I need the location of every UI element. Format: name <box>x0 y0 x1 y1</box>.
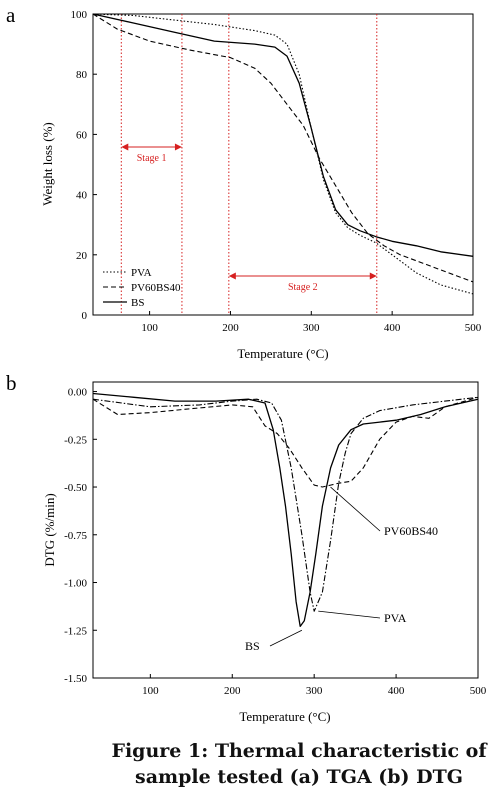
tga-series-lines <box>92 13 474 295</box>
arrowhead-left-icon <box>228 272 236 280</box>
stage-label-stage-1: Stage 1 <box>137 153 167 164</box>
callout-leader-line <box>330 486 381 532</box>
callout-label-bs: BS <box>245 639 260 653</box>
x-tick-label: 400 <box>388 685 405 697</box>
x-tick-label: 300 <box>303 322 320 334</box>
y-tick-label: 100 <box>71 9 88 21</box>
x-tick-label: 200 <box>222 322 239 334</box>
y-tick-label: -1.50 <box>64 673 87 685</box>
x-tick-label: 500 <box>465 322 482 334</box>
figure-caption-line-1: Figure 1: Thermal characteristic of <box>111 740 487 762</box>
series-line-bs <box>92 13 474 257</box>
dtg-x-axis-label: Temperature (°C) <box>239 709 330 724</box>
callout-label-pv60bs40: PV60BS40 <box>384 524 438 538</box>
figure-caption-line-2: sample tested (a) TGA (b) DTG <box>135 766 463 788</box>
dtg-plot-frame <box>92 381 479 679</box>
y-tick-label: -1.25 <box>64 625 87 637</box>
panel-label-b: b <box>6 371 17 395</box>
panel-label-a: a <box>6 3 16 27</box>
tga-stage-markers: Stage 1 Stage 2 <box>120 14 378 315</box>
x-tick-label: 100 <box>141 322 158 334</box>
arrowhead-right-icon <box>369 272 377 280</box>
series-line-pv60bs40 <box>92 13 474 283</box>
legend-label-bs: BS <box>131 297 144 309</box>
dtg-axis-ticks: 100 200 300 400 500 0.00 -0.25 -0.50 -0.75 -1.00 -… <box>64 387 487 697</box>
callout-label-pva: PVA <box>384 611 407 625</box>
x-tick-label: 300 <box>306 685 323 697</box>
x-tick-label: 100 <box>142 685 159 697</box>
series-line-pv60bs40 <box>92 396 479 488</box>
tga-axis-ticks: 100 200 300 400 500 0 20 40 60 80 100 <box>71 9 482 334</box>
y-tick-label: 0.00 <box>68 387 88 399</box>
stage-label-stage-2: Stage 2 <box>288 282 318 293</box>
y-tick-label: -0.50 <box>64 482 87 494</box>
y-tick-label: 40 <box>76 190 88 202</box>
x-tick-label: 500 <box>470 685 487 697</box>
arrowhead-left-icon <box>121 143 129 151</box>
dtg-annotations: PV60BS40 PVA BS <box>245 486 438 653</box>
x-tick-label: 200 <box>224 685 241 697</box>
y-tick-label: -1.00 <box>64 578 87 590</box>
dtg-panel: b 100 200 300 400 500 0.00 -0.25 -0.50 -0.75 -1.0… <box>6 371 487 724</box>
dtg-series-lines <box>92 392 479 628</box>
arrowhead-right-icon <box>174 143 182 151</box>
tga-plot-frame <box>92 13 474 316</box>
legend-label-pv60bs40: PV60BS40 <box>131 282 181 294</box>
y-tick-label: 60 <box>76 129 88 141</box>
dtg-y-axis-label: DTG (%/min) <box>42 493 57 566</box>
callout-leader-line <box>269 629 303 647</box>
y-tick-label: -0.25 <box>64 434 87 446</box>
y-tick-label: -0.75 <box>64 530 87 542</box>
tga-x-axis-label: Temperature (°C) <box>237 346 328 361</box>
callout-leader-line <box>318 610 381 619</box>
tga-legend: PVA PV60BS40 BS <box>103 267 181 309</box>
y-tick-label: 20 <box>76 250 88 262</box>
y-tick-label: 0 <box>82 310 88 322</box>
series-line-pva <box>92 396 479 612</box>
x-tick-label: 400 <box>384 322 401 334</box>
series-line-bs <box>92 392 479 628</box>
legend-label-pva: PVA <box>131 267 152 279</box>
tga-y-axis-label: Weight loss (%) <box>40 122 55 205</box>
y-tick-label: 80 <box>76 69 88 81</box>
